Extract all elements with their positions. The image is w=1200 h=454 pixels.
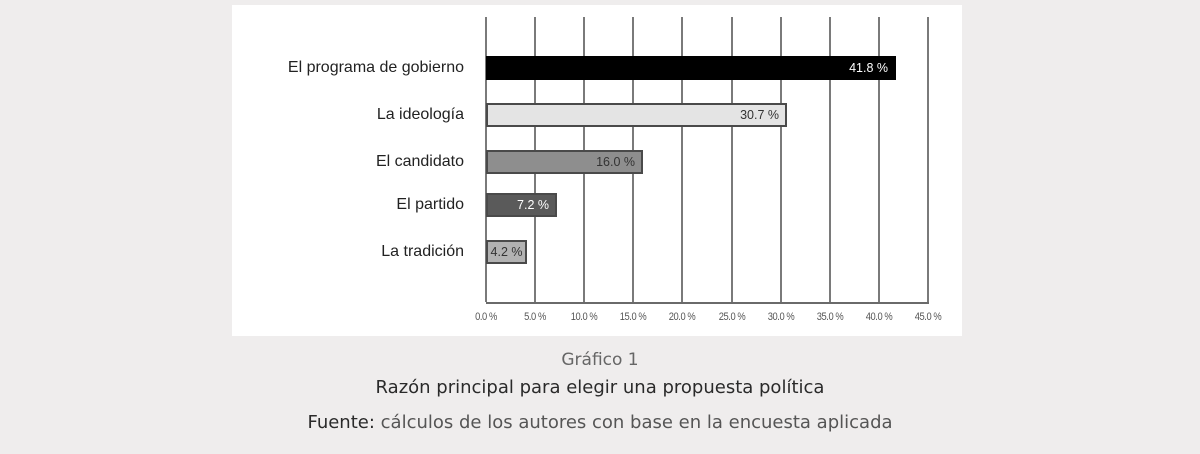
- bar-value-label: 7.2 %: [517, 198, 549, 212]
- category-label: El candidato: [375, 153, 464, 170]
- bar-value-label: 41.8 %: [849, 61, 888, 75]
- x-axis-line: [486, 302, 929, 304]
- x-tick-label: 15.0 %: [620, 311, 647, 323]
- source-text: cálculos de los autores con base en la e…: [374, 412, 893, 433]
- bar: 41.8 %: [486, 56, 896, 80]
- bar: 7.2 %: [486, 193, 557, 217]
- gridline: [730, 17, 733, 302]
- bar-value-label: 16.0 %: [596, 155, 635, 169]
- x-tick-label: 25.0 %: [718, 311, 745, 323]
- x-tick-label: 20.0 %: [669, 311, 696, 323]
- bar: 4.2 %: [486, 240, 527, 264]
- category-label: La ideología: [376, 106, 464, 123]
- x-tick-label: 10.0 %: [570, 311, 598, 323]
- bar: 30.7 %: [486, 103, 787, 127]
- category-label: El partido: [396, 196, 464, 213]
- source-label: Fuente:: [307, 412, 375, 433]
- bar-value-label: 30.7 %: [740, 108, 779, 122]
- x-tick-label: 45.0 %: [914, 311, 942, 323]
- category-label: El programa de gobierno: [287, 59, 464, 76]
- gridline: [877, 17, 880, 302]
- gridline: [828, 17, 831, 302]
- bar: 16.0 %: [486, 150, 643, 174]
- gridline: [926, 17, 929, 302]
- x-tick-label: 5.0 %: [524, 311, 546, 323]
- x-tick-label: 30.0 %: [767, 311, 794, 323]
- bar-value-label: 4.2 %: [490, 245, 523, 259]
- bar-chart-plot: 0.0 % 5.0 % 10.0 % 15.0 % 20.0 % 25.0 % 30.0 %…: [232, 5, 962, 336]
- figure-number: Gráfico 1: [561, 350, 639, 370]
- category-label: La tradición: [381, 243, 464, 260]
- x-tick-label: 35.0 %: [816, 311, 843, 323]
- x-tick-label: 40.0 %: [865, 311, 893, 323]
- figure-source: Fuente: cálculos de los autores con base…: [0, 412, 1200, 433]
- chart-card: 0.0 % 5.0 % 10.0 % 15.0 % 20.0 % 25.0 % 30.0 %…: [232, 5, 962, 336]
- x-tick-label: 0.0 %: [475, 311, 497, 323]
- gridline: [779, 17, 782, 302]
- gridline: [681, 17, 684, 302]
- figure-title: Razón principal para elegir una propuest…: [375, 377, 825, 398]
